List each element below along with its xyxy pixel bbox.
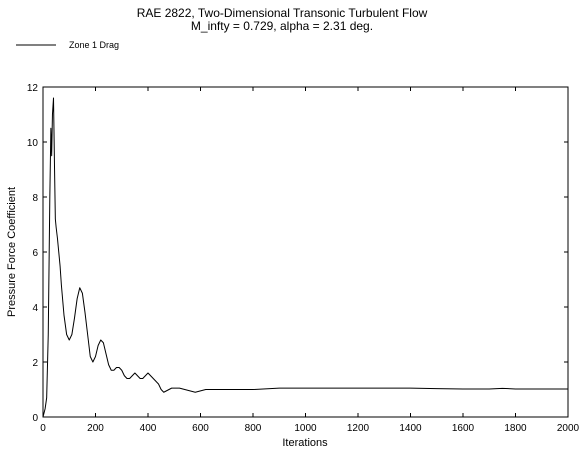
x-tick-label-7: 1400 <box>399 423 422 434</box>
x-tick-label-9: 1800 <box>504 423 527 434</box>
y-axis-label: Pressure Force Coefficient <box>6 187 18 317</box>
chart-title: RAE 2822, Two-Dimensional Transonic Turb… <box>137 6 428 20</box>
y-tick-label-0: 0 <box>32 413 38 424</box>
y-tick-label-2: 4 <box>32 303 38 314</box>
series-line-zone-1-drag <box>42 97 568 418</box>
x-tick-label-0: 0 <box>40 423 46 434</box>
x-tick-label-5: 1000 <box>294 423 317 434</box>
x-tick-label-8: 1600 <box>452 423 475 434</box>
x-tick-label-4: 800 <box>245 423 262 434</box>
x-axis-label: Iterations <box>282 437 328 449</box>
y-tick-label-4: 8 <box>32 193 38 204</box>
chart-subtitle: M_infty = 0.729, alpha = 2.31 deg. <box>191 19 373 33</box>
x-axis-ticks: 0 200 400 600 800 1000 1200 1400 1600 1800 2000 <box>40 87 580 434</box>
y-tick-label-3: 6 <box>32 248 38 259</box>
x-tick-label-1: 200 <box>87 423 104 434</box>
x-tick-label-6: 1200 <box>347 423 370 434</box>
y-axis-ticks: 0 2 4 6 8 10 12 <box>27 83 568 424</box>
legend: Zone 1 Drag <box>16 40 119 50</box>
y-tick-label-6: 12 <box>27 83 39 94</box>
plot-frame <box>42 86 569 418</box>
x-tick-label-10: 2000 <box>557 423 580 434</box>
legend-label-zone-1-drag: Zone 1 Drag <box>69 40 119 50</box>
x-tick-label-2: 400 <box>140 423 157 434</box>
y-tick-label-1: 2 <box>32 358 38 369</box>
series-group <box>42 97 568 418</box>
x-tick-label-3: 600 <box>192 423 209 434</box>
y-tick-label-5: 10 <box>27 138 39 149</box>
